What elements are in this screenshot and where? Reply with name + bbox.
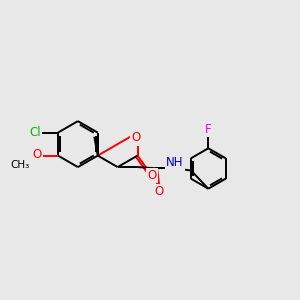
Text: O: O bbox=[154, 185, 164, 198]
Text: Cl: Cl bbox=[29, 126, 41, 139]
Text: O: O bbox=[32, 148, 42, 160]
Text: NH: NH bbox=[166, 156, 184, 170]
Text: O: O bbox=[147, 169, 157, 182]
Text: O: O bbox=[131, 131, 141, 144]
Text: CH₃: CH₃ bbox=[11, 160, 30, 170]
Text: F: F bbox=[205, 123, 211, 136]
